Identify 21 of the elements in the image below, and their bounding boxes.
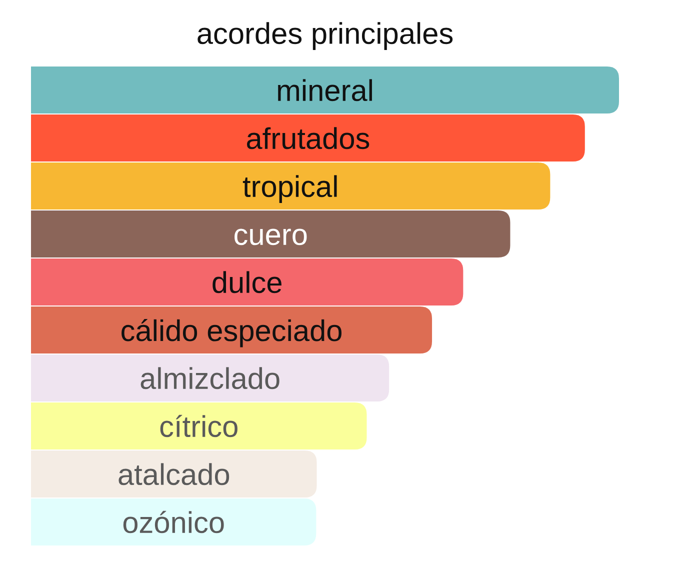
bar	[31, 258, 464, 306]
y-tick-label: ozónico	[123, 510, 224, 534]
y-tick-label: tropical	[242, 175, 337, 204]
bar	[31, 498, 316, 546]
bar	[31, 66, 619, 114]
bar	[31, 402, 367, 450]
bar	[31, 162, 550, 210]
y-tick-label: atalcado	[118, 463, 230, 486]
bar	[31, 354, 390, 402]
bar	[31, 210, 510, 258]
bar	[31, 450, 317, 498]
bar	[31, 114, 585, 162]
y-tick-label: mineral	[278, 79, 372, 102]
y-tick-label: dulce	[212, 271, 282, 294]
y-tick-label: afrutados	[246, 127, 370, 150]
y-tick-label: cálido especiado	[122, 319, 342, 348]
bar	[31, 306, 432, 354]
chart-title: acordes principales	[198, 22, 453, 50]
y-tick-label: almizclado	[140, 367, 280, 390]
y-tick-label: cuero	[234, 228, 307, 246]
y-tick-label: cítrico	[160, 414, 238, 438]
